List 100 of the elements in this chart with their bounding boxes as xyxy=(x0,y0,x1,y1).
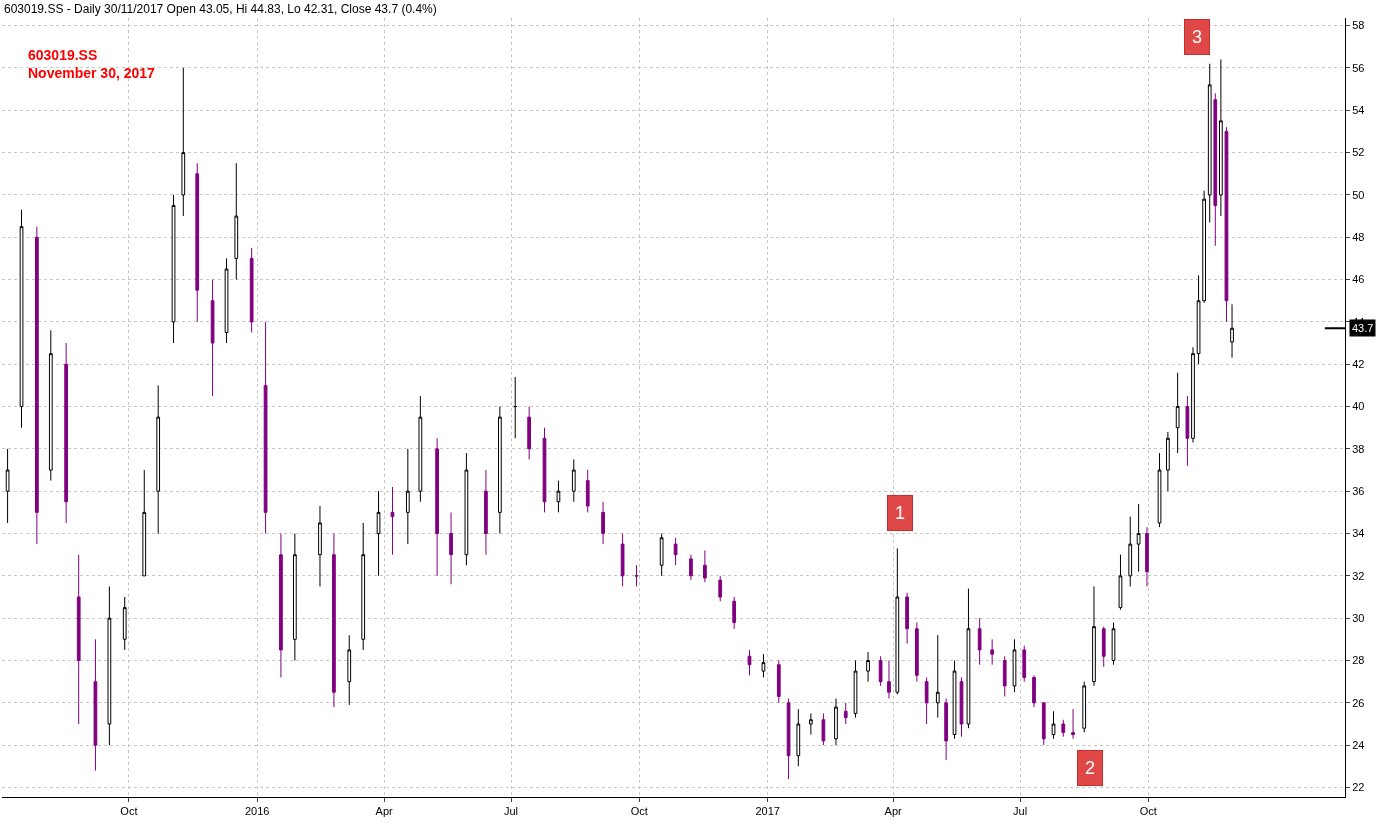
candlestick xyxy=(1213,92,1218,247)
y-tick-label: 52 xyxy=(1352,146,1365,159)
candlestick xyxy=(1166,431,1170,492)
candlestick xyxy=(878,655,883,687)
y-tick-label: 24 xyxy=(1352,739,1365,751)
candlestick xyxy=(1002,655,1007,697)
candlestick xyxy=(556,480,561,513)
candlestick xyxy=(1012,638,1017,693)
x-tick-label: Jul xyxy=(504,805,519,818)
candlestick xyxy=(843,702,848,725)
candlestick xyxy=(796,708,801,767)
candlestick xyxy=(1022,645,1027,683)
candlestick xyxy=(293,533,297,661)
candlestick xyxy=(405,448,410,545)
candlestick xyxy=(527,406,532,460)
y-tick-label: 58 xyxy=(1352,19,1365,32)
candlestick xyxy=(234,162,239,281)
candlestick xyxy=(449,511,453,585)
text: 603019.SS November 30, 2017 xyxy=(28,47,156,82)
candlestick xyxy=(703,549,707,583)
y-tick-label: 28 xyxy=(1352,654,1365,667)
x-tick-label: Apr xyxy=(375,805,394,818)
y-tick-label: 32 xyxy=(1352,569,1365,582)
y-tick-label: 36 xyxy=(1352,485,1365,498)
candlestick xyxy=(181,67,186,217)
candlestick xyxy=(513,376,518,439)
ref-line-label: 43.7 xyxy=(1352,322,1374,334)
candlestick xyxy=(634,564,639,587)
chart-title: 603019.SS - Daily 30/11/2017 Open 43.05, Hi 44.83, Lo 42.31, Close 43.7 (0.4%) xyxy=(4,2,437,16)
candlestick xyxy=(977,617,982,666)
candlestick xyxy=(866,651,870,683)
candlestick xyxy=(332,533,336,708)
candlestick xyxy=(142,469,147,577)
candlestick xyxy=(64,342,69,524)
y-tick-label: 22 xyxy=(1352,781,1365,794)
x-tick-label: 2016 xyxy=(244,805,270,818)
candlestick xyxy=(1191,346,1195,444)
candlestick xyxy=(361,522,366,651)
candlestick xyxy=(834,698,838,746)
candlestick xyxy=(761,653,766,678)
x-tick-label: 2017 xyxy=(755,805,780,818)
candlestick xyxy=(905,592,909,645)
y-tick-label: 30 xyxy=(1352,612,1365,625)
y-tick-label: 54 xyxy=(1352,104,1365,117)
candlestick xyxy=(1032,674,1036,708)
candlestick xyxy=(210,279,215,397)
candlestick xyxy=(935,634,940,719)
y-tick-label: 40 xyxy=(1352,400,1365,413)
candlestick xyxy=(895,547,900,695)
candlestick xyxy=(1071,708,1075,740)
candlestick xyxy=(571,458,576,503)
candlestick xyxy=(1051,710,1056,740)
candlestick xyxy=(1111,621,1116,666)
candlestick xyxy=(718,575,723,602)
candlestick xyxy=(19,209,24,429)
candlestick xyxy=(107,585,112,746)
candlestick xyxy=(747,649,752,676)
x-tick-label: Apr xyxy=(884,805,903,818)
candlestick xyxy=(776,660,781,704)
candlestick xyxy=(853,660,858,719)
candlestick xyxy=(1207,63,1212,223)
x-tick-label: Oct xyxy=(630,805,648,818)
candlestick xyxy=(93,638,98,772)
candlestick xyxy=(224,257,229,344)
candlestick xyxy=(5,448,10,524)
candlestick xyxy=(673,537,678,566)
candlestick xyxy=(249,247,254,333)
candlestick xyxy=(122,596,127,651)
candlestick xyxy=(498,406,502,535)
y-tick-label: 50 xyxy=(1352,188,1365,201)
candlestick xyxy=(689,554,693,581)
candlestick xyxy=(76,554,81,725)
candlestick xyxy=(347,634,352,706)
candlestick xyxy=(786,698,791,780)
annotation: 1 xyxy=(895,503,906,523)
candlestick xyxy=(390,486,395,556)
candlestick xyxy=(195,162,200,323)
annotation: 2 xyxy=(1085,758,1096,778)
annotation: 3 xyxy=(1192,27,1203,47)
candlestick xyxy=(914,621,919,683)
candlestick xyxy=(1157,452,1162,528)
candlestick xyxy=(659,533,664,577)
candlestick xyxy=(1061,719,1066,738)
candlestick xyxy=(1092,585,1096,687)
candlestick xyxy=(1230,303,1234,359)
candlestick xyxy=(959,676,964,738)
candlestick xyxy=(924,676,929,725)
y-tick-label: 38 xyxy=(1352,442,1365,455)
candlestick xyxy=(952,660,957,740)
candlestick xyxy=(464,452,469,566)
candlestick xyxy=(966,588,971,729)
candlestick xyxy=(1136,503,1141,573)
candlestick xyxy=(1145,526,1149,587)
candlestick xyxy=(732,596,737,630)
y-tick-label: 26 xyxy=(1352,696,1365,709)
candlestick xyxy=(1219,58,1223,217)
candlestick xyxy=(1224,126,1229,323)
y-tick-label: 48 xyxy=(1352,231,1365,244)
candlestick xyxy=(418,395,423,503)
candlestick xyxy=(1118,554,1123,611)
